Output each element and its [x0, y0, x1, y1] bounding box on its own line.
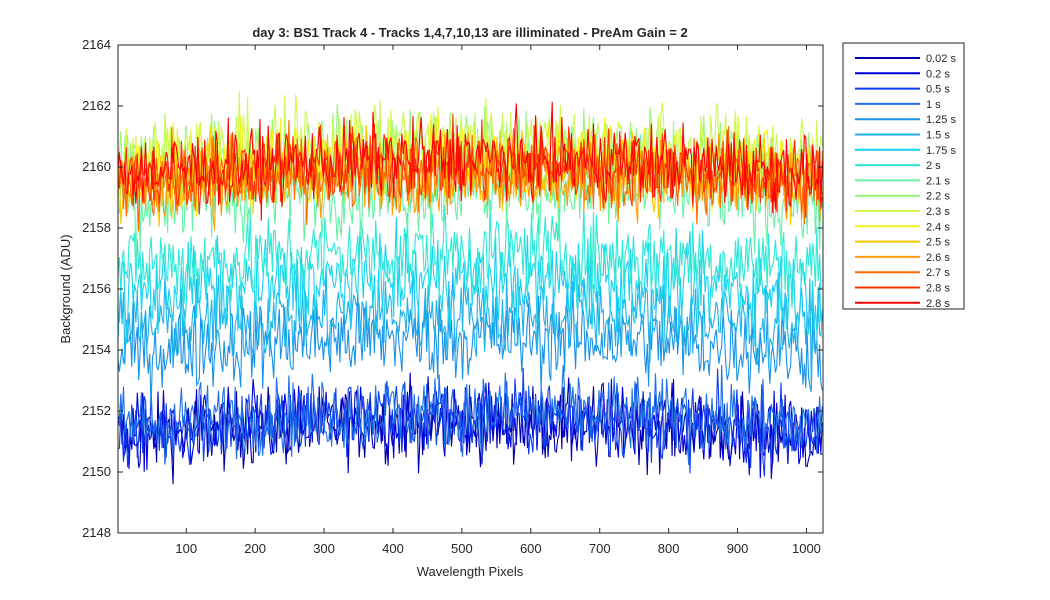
y-tick-label: 2150 [82, 464, 111, 479]
legend: 0.02 s 0.2 s 0.5 s 1 s 1.25 s 1.5 s 1.75 s 2 s 2… [842, 42, 965, 310]
y-tick-label: 2156 [82, 281, 111, 296]
legend-label-5: 1.25 s [926, 114, 956, 126]
legend-label-17: 2.8 s [926, 298, 950, 310]
series-line-5 [118, 281, 823, 408]
x-tick-label: 500 [451, 541, 473, 556]
legend-label-4: 1 s [926, 99, 941, 111]
y-axis-label: Background (ADU) [58, 234, 73, 343]
y-tick-label: 2148 [82, 525, 111, 540]
series-line-17 [118, 101, 823, 221]
y-tick-label: 2164 [82, 37, 111, 52]
legend-label-7: 1.75 s [926, 145, 956, 157]
y-tick-label: 2152 [82, 403, 111, 418]
x-tick-label: 300 [313, 541, 335, 556]
series-line-6 [118, 261, 823, 392]
y-tick-label: 2162 [82, 98, 111, 113]
x-axis: 100 200 300 400 500 600 700 800 900 1000 [175, 45, 821, 556]
y-tick-label: 2160 [82, 159, 111, 174]
legend-label-6: 1.5 s [926, 130, 950, 142]
legend-label-13: 2.5 s [926, 237, 950, 249]
legend-label-8: 2 s [926, 160, 941, 172]
legend-box [842, 42, 965, 310]
y-tick-label: 2154 [82, 342, 111, 357]
y-axis: 2148 2150 2152 2154 2156 2158 2160 2162 2164 [82, 37, 823, 540]
x-tick-label: 1000 [792, 541, 821, 556]
legend-label-9: 2.1 s [926, 175, 950, 187]
legend-label-1: 0.02 s [926, 53, 956, 65]
legend-label-14: 2.6 s [926, 252, 950, 264]
legend-label-11: 2.3 s [926, 206, 950, 218]
chart-title: day 3: BS1 Track 4 - Tracks 1,4,7,10,13 … [252, 25, 687, 40]
series-line-4 [118, 364, 823, 465]
legend-label-10: 2.2 s [926, 191, 950, 203]
x-tick-label: 700 [589, 541, 611, 556]
x-tick-label: 600 [520, 541, 542, 556]
legend-label-3: 0.5 s [926, 84, 950, 96]
x-tick-label: 800 [658, 541, 680, 556]
legend-label-12: 2.4 s [926, 221, 950, 233]
legend-label-16: 2.8 s [926, 283, 950, 295]
legend-label-15: 2.7 s [926, 267, 950, 279]
series-layer [118, 91, 823, 485]
x-tick-label: 200 [244, 541, 266, 556]
legend-label-2: 0.2 s [926, 68, 950, 80]
y-tick-label: 2158 [82, 220, 111, 235]
x-axis-label: Wavelength Pixels [417, 564, 524, 579]
x-tick-label: 900 [727, 541, 749, 556]
x-tick-label: 400 [382, 541, 404, 556]
series-line-8 [118, 200, 823, 311]
x-tick-label: 100 [175, 541, 197, 556]
